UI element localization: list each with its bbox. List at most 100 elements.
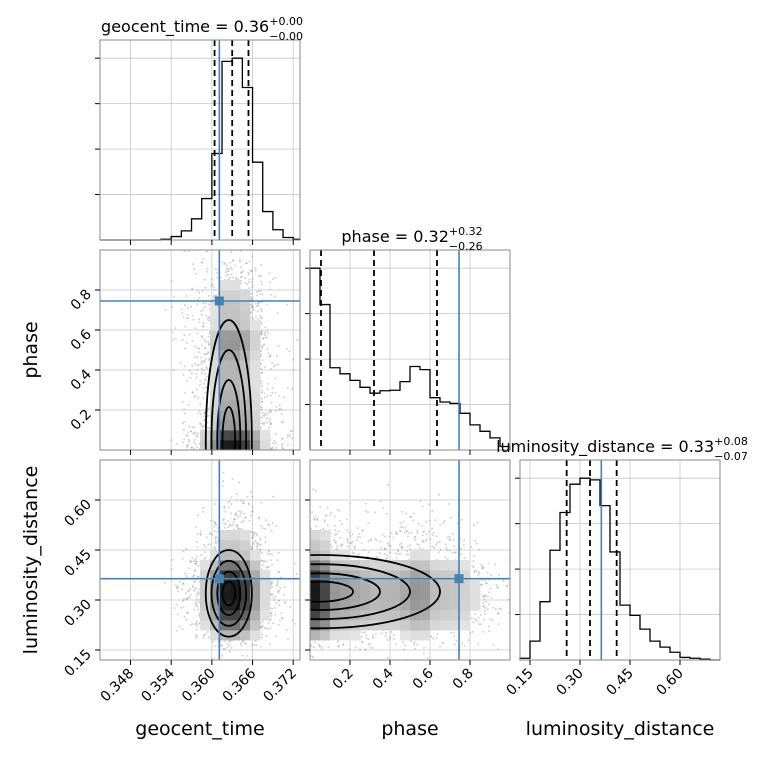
sample-point (254, 269, 257, 272)
sample-point (250, 269, 253, 272)
sample-point (202, 325, 205, 328)
sample-point (201, 308, 204, 311)
sample-point (193, 590, 196, 593)
sample-point (270, 423, 273, 426)
sample-point (230, 502, 233, 505)
sample-point (209, 533, 212, 536)
sample-point (231, 523, 234, 526)
sample-point (282, 396, 285, 399)
sample-point (189, 560, 192, 563)
sample-point (258, 516, 261, 519)
sample-point (266, 329, 269, 332)
sample-point (202, 382, 205, 385)
sample-point (240, 644, 243, 647)
density-content (100, 250, 300, 450)
sample-point (248, 260, 251, 263)
sample-point (204, 632, 207, 635)
sample-point (196, 533, 199, 536)
sample-point (181, 400, 184, 403)
sample-point (296, 338, 299, 341)
sample-point (276, 580, 279, 583)
sample-point (254, 302, 257, 305)
sample-point (249, 296, 252, 299)
sample-point (187, 250, 190, 253)
sample-point (223, 263, 226, 266)
sample-point (240, 271, 243, 274)
density-cell (250, 410, 261, 421)
density-cell (220, 360, 231, 371)
sample-point (170, 280, 173, 283)
sample-point (224, 271, 227, 274)
sample-point (225, 264, 228, 267)
sample-point (291, 437, 294, 440)
sample-point (278, 408, 281, 411)
density-cell (210, 370, 221, 381)
sample-point (246, 283, 249, 286)
sample-point (216, 271, 219, 274)
density-cell (230, 290, 241, 301)
sample-point (264, 334, 267, 337)
density-cell (250, 350, 261, 361)
sample-point (203, 558, 206, 561)
sample-point (282, 593, 285, 596)
sample-point (199, 534, 202, 537)
sample-point (206, 415, 209, 418)
sample-point (177, 585, 180, 588)
panel-frame (99, 39, 301, 241)
density-cell (250, 340, 261, 351)
sample-point (255, 532, 258, 535)
sample-point (270, 559, 273, 562)
sample-point (260, 391, 263, 394)
sample-point (240, 271, 243, 274)
sample-point (273, 439, 276, 442)
sample-point (269, 421, 272, 424)
sample-point (186, 434, 189, 437)
sample-point (178, 625, 181, 628)
sample-point (185, 295, 188, 298)
sample-point (203, 306, 206, 309)
sample-point (244, 262, 247, 265)
sample-point (196, 545, 199, 548)
sample-point (269, 394, 272, 397)
sample-point (174, 337, 177, 340)
density-cell (220, 290, 231, 301)
sample-point (206, 250, 209, 253)
sample-point (209, 519, 212, 522)
sample-point (201, 261, 204, 264)
sample-point (242, 502, 245, 505)
sample-point (245, 643, 248, 646)
sample-point (234, 264, 237, 267)
sample-point (214, 502, 217, 505)
sample-point (224, 510, 227, 513)
sample-point (268, 288, 271, 291)
sample-point (224, 640, 227, 643)
sample-point (251, 543, 254, 546)
sample-point (270, 447, 273, 450)
sample-point (194, 362, 197, 365)
sample-point (193, 438, 196, 441)
sample-point (215, 536, 218, 539)
sample-point (256, 544, 259, 547)
sample-point (253, 532, 256, 535)
sample-point (281, 437, 284, 440)
sample-point (196, 368, 199, 371)
sample-point (235, 278, 238, 281)
sample-point (260, 400, 263, 403)
sample-point (246, 495, 249, 498)
sample-point (206, 426, 209, 429)
sample-point (178, 580, 181, 583)
sample-point (191, 314, 194, 317)
sample-point (271, 387, 274, 390)
sample-point (292, 358, 295, 361)
sample-point (221, 519, 224, 522)
sample-point (262, 344, 265, 347)
density-cell (240, 380, 251, 391)
sample-point (194, 431, 197, 434)
sample-point (222, 648, 225, 651)
sample-point (188, 425, 191, 428)
sample-point (250, 644, 253, 647)
sample-point (191, 340, 194, 343)
sample-point (196, 576, 199, 579)
sample-point (182, 428, 185, 431)
sample-point (186, 611, 189, 614)
